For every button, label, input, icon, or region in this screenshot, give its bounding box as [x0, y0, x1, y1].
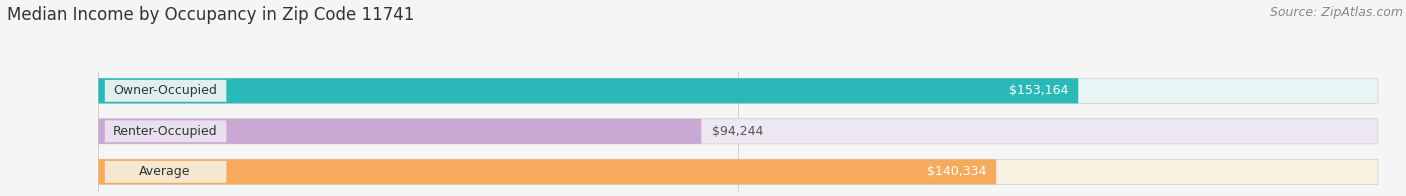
Text: Average: Average: [139, 165, 191, 178]
FancyBboxPatch shape: [98, 159, 1378, 184]
Text: $153,164: $153,164: [1008, 84, 1069, 97]
Text: $140,334: $140,334: [927, 165, 986, 178]
FancyBboxPatch shape: [98, 159, 997, 184]
FancyBboxPatch shape: [98, 78, 1078, 103]
Text: Median Income by Occupancy in Zip Code 11741: Median Income by Occupancy in Zip Code 1…: [7, 6, 415, 24]
FancyBboxPatch shape: [105, 120, 226, 142]
FancyBboxPatch shape: [98, 119, 702, 144]
FancyBboxPatch shape: [105, 161, 226, 183]
Text: $94,244: $94,244: [711, 125, 763, 138]
FancyBboxPatch shape: [98, 78, 1378, 103]
FancyBboxPatch shape: [105, 80, 226, 102]
Text: Renter-Occupied: Renter-Occupied: [112, 125, 218, 138]
Text: Source: ZipAtlas.com: Source: ZipAtlas.com: [1270, 6, 1403, 19]
FancyBboxPatch shape: [98, 119, 1378, 144]
Text: Owner-Occupied: Owner-Occupied: [112, 84, 217, 97]
